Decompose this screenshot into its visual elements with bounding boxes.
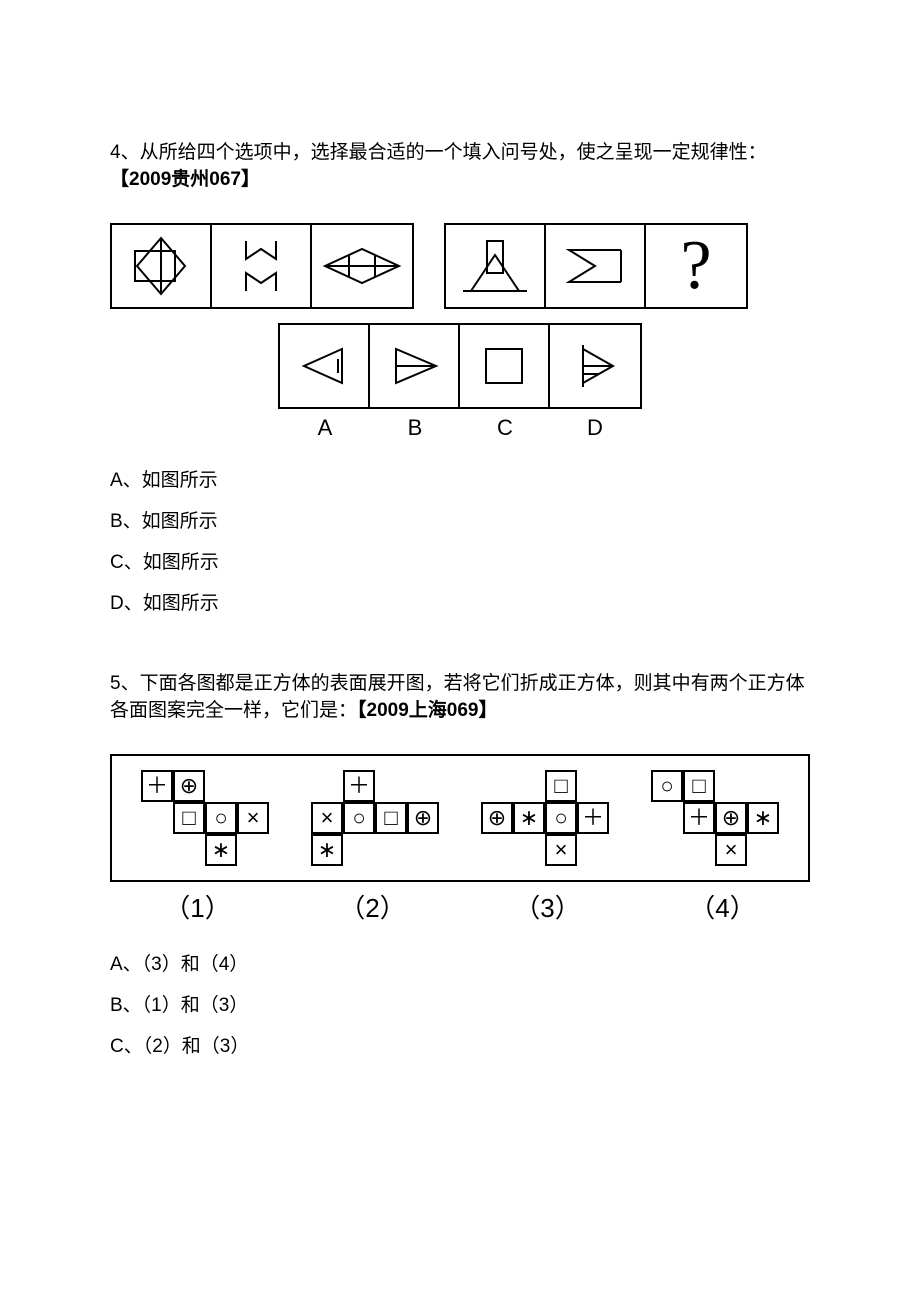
q4-sequence-1 bbox=[110, 223, 414, 309]
q4-answer-labels: A B C D bbox=[280, 415, 640, 441]
q4-figure: ? bbox=[110, 223, 810, 441]
q5-text-options: A、（3）和（4） B、（1）和（3） C、（2）和（3） bbox=[110, 949, 810, 1058]
q4-option-B bbox=[370, 325, 460, 407]
net-cell-oplus: ⊕ bbox=[173, 770, 205, 802]
net-cell-x: × bbox=[545, 834, 577, 866]
q5-figure: ＋⊕□○×∗＋×○□⊕∗□⊕∗○＋×○□＋⊕∗× （1） （2） （3） （4） bbox=[110, 754, 810, 925]
net-cell-x: × bbox=[237, 802, 269, 834]
net-cell-circle: ○ bbox=[651, 770, 683, 802]
q4-seq2-cell-1 bbox=[446, 225, 546, 307]
net-cell-plus: ＋ bbox=[577, 802, 609, 834]
q4-seq1-cell-3 bbox=[312, 225, 412, 307]
q5-net-1: ＋⊕□○×∗ bbox=[141, 770, 269, 866]
net-cell-square: □ bbox=[375, 802, 407, 834]
q4-option-A bbox=[280, 325, 370, 407]
net-cell-ast: ∗ bbox=[513, 802, 545, 834]
net-cell-oplus: ⊕ bbox=[407, 802, 439, 834]
net-cell-square: □ bbox=[545, 770, 577, 802]
net-cell-square: □ bbox=[173, 802, 205, 834]
q4-stem: 4、从所给四个选项中，选择最合适的一个填入问号处，使之呈现一定规律性：【2009… bbox=[110, 140, 810, 193]
q5-net-2: ＋×○□⊕ ∗ bbox=[311, 770, 439, 866]
net-cell-ast: ∗ bbox=[205, 834, 237, 866]
net-cell-circle: ○ bbox=[343, 802, 375, 834]
q5-ref: 2009上海069 bbox=[367, 700, 479, 721]
net-cell-ast: ∗ bbox=[311, 834, 343, 866]
q5-opt-B: B、（1）和（3） bbox=[110, 990, 810, 1017]
q4-option-D bbox=[550, 325, 640, 407]
question-mark-icon: ? bbox=[680, 231, 711, 301]
q4-text-options: A、如图所示 B、如图所示 C、如图所示 D、如图所示 bbox=[110, 465, 810, 615]
q4-ref: 2009贵州067 bbox=[129, 169, 241, 190]
q4-number: 4、 bbox=[110, 142, 140, 163]
net-cell-circle: ○ bbox=[205, 802, 237, 834]
net-cell-square: □ bbox=[683, 770, 715, 802]
net-cell-ast: ∗ bbox=[747, 802, 779, 834]
net-cell-plus: ＋ bbox=[141, 770, 173, 802]
q5-net-labels: （1） （2） （3） （4） bbox=[110, 888, 810, 925]
q4-opt-C: C、如图所示 bbox=[110, 547, 810, 574]
q4-opt-A: A、如图所示 bbox=[110, 465, 810, 492]
q5-stem: 5、下面各图都是正方体的表面展开图，若将它们折成正方体，则其中有两个正方体各面图… bbox=[110, 671, 810, 724]
q4-seq2-cell-2 bbox=[546, 225, 646, 307]
q4-stem-text: 从所给四个选项中，选择最合适的一个填入问号处，使之呈现一定规律性： bbox=[140, 142, 767, 163]
q4-seq2-cell-3: ? bbox=[646, 225, 746, 307]
q4-option-C bbox=[460, 325, 550, 407]
net-cell-plus: ＋ bbox=[683, 802, 715, 834]
net-cell-oplus: ⊕ bbox=[481, 802, 513, 834]
net-cell-plus: ＋ bbox=[343, 770, 375, 802]
q5-opt-A: A、（3）和（4） bbox=[110, 949, 810, 976]
net-cell-circle: ○ bbox=[545, 802, 577, 834]
q4-opt-D: D、如图所示 bbox=[110, 588, 810, 615]
q4-seq1-cell-1 bbox=[112, 225, 212, 307]
q5-number: 5、 bbox=[110, 673, 140, 694]
net-cell-oplus: ⊕ bbox=[715, 802, 747, 834]
q4-seq1-cell-2 bbox=[212, 225, 312, 307]
q5-net-3: □ ⊕∗○＋× bbox=[481, 770, 609, 866]
net-cell-x: × bbox=[715, 834, 747, 866]
q4-sequence-2: ? bbox=[444, 223, 748, 309]
net-cell-x: × bbox=[311, 802, 343, 834]
q4-opt-B: B、如图所示 bbox=[110, 506, 810, 533]
q5-opt-C: C、（2）和（3） bbox=[110, 1031, 810, 1058]
q4-answer-options bbox=[278, 323, 642, 409]
q5-net-4: ○□＋⊕∗× bbox=[651, 770, 779, 866]
